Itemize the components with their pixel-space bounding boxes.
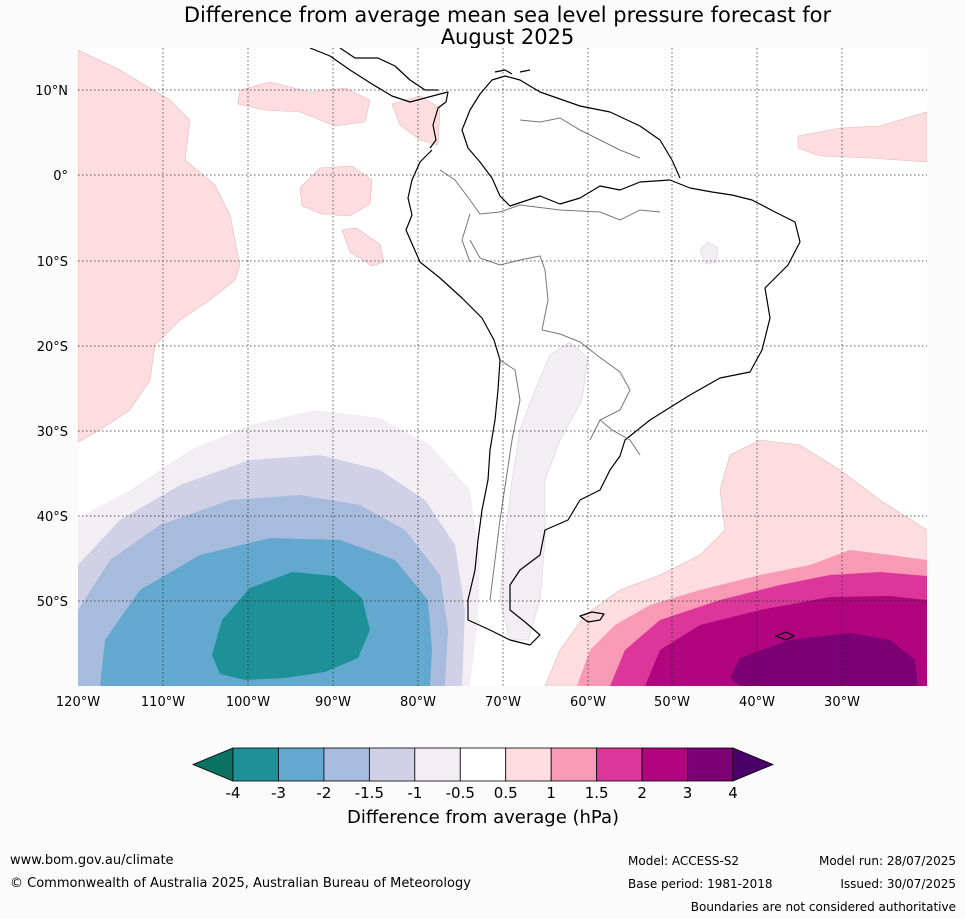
lon-label-50w: 50°W xyxy=(654,695,690,710)
lat-label-30s: 30°S xyxy=(37,425,68,440)
colorbar-tick-label: -1 xyxy=(407,784,422,802)
coast-caribbean-islands xyxy=(494,69,531,75)
colorbar-tick-label: 3 xyxy=(683,784,693,802)
colorbar-segment xyxy=(368,747,416,782)
colorbar-segment xyxy=(232,747,279,782)
coastlines xyxy=(309,48,801,646)
title-line-1: Difference from average mean sea level p… xyxy=(183,3,832,27)
colorbar-extend-low xyxy=(191,747,234,782)
model-text: Model: ACCESS-S2 xyxy=(628,854,740,868)
lon-label-80w: 80°W xyxy=(400,695,436,710)
country-borders xyxy=(439,117,661,601)
colorbar-tick-label: -2 xyxy=(316,784,331,802)
colorbar-extend-high xyxy=(732,747,775,782)
title-line-2: August 2025 xyxy=(440,25,575,49)
positive-anomaly-caribbean xyxy=(391,95,441,146)
colorbar-segment xyxy=(278,747,325,782)
anomaly-fields xyxy=(78,49,927,686)
negative-anomaly-3 xyxy=(212,572,370,680)
lat-label-20s: 20°S xyxy=(37,340,68,355)
colorbar-tick-labels: -4 -3 -2 -1.5 -1 -0.5 0.5 1 1.5 2 3 4 xyxy=(226,784,738,802)
colorbar-tick-label: 1 xyxy=(546,784,556,802)
website-link[interactable]: www.bom.gov.au/climate xyxy=(10,853,174,868)
model-run-text: Model run: 28/07/2025 xyxy=(818,854,956,868)
colorbar-segment xyxy=(550,747,598,782)
colorbar-segment xyxy=(414,747,461,782)
colorbar-segment xyxy=(459,747,507,782)
positive-anomaly-galapagos xyxy=(299,165,373,217)
coast-south-georgia xyxy=(775,631,795,641)
lon-label-60w: 60°W xyxy=(570,695,606,710)
colorbar-tick-label: -1.5 xyxy=(355,784,384,802)
map-title: Difference from average mean sea level p… xyxy=(0,4,965,48)
colorbar-segment xyxy=(505,747,552,782)
disclaimer-text: Boundaries are not considered authoritat… xyxy=(690,900,956,914)
colorbar-tick-label: -0.5 xyxy=(446,784,475,802)
colorbar-segment xyxy=(596,747,643,782)
colorbar-tick-label: 1.5 xyxy=(585,784,609,802)
colorbar-tick-label: 4 xyxy=(728,784,738,802)
colorbar-tick-label: -4 xyxy=(226,784,241,802)
lon-label-110w: 110°W xyxy=(141,695,185,710)
lon-label-100w: 100°W xyxy=(226,695,270,710)
lon-label-90w: 90°W xyxy=(315,695,351,710)
lon-label-120w: 120°W xyxy=(56,695,100,710)
lon-label-70w: 70°W xyxy=(485,695,521,710)
coast-central-america xyxy=(309,48,449,149)
colorbar-segment xyxy=(641,747,688,782)
coast-south-america xyxy=(405,75,801,646)
positive-anomaly-south-atlantic-3 xyxy=(730,633,918,686)
negative-anomaly-argentina xyxy=(499,341,589,641)
colorbar-label: Difference from average (hPa) xyxy=(346,807,620,828)
positive-anomaly-west xyxy=(78,49,241,443)
colorbar-segment xyxy=(323,747,370,782)
issued-text: Issued: 30/07/2025 xyxy=(840,877,956,891)
lon-label-40w: 40°W xyxy=(739,695,775,710)
colorbar-tick-label: -3 xyxy=(271,784,286,802)
gridlines xyxy=(78,48,927,686)
lat-label-50s: 50°S xyxy=(37,595,68,610)
positive-anomaly-atlantic-north xyxy=(797,111,927,163)
colorbar-tick-label: 2 xyxy=(637,784,647,802)
coast-falklands xyxy=(579,611,605,623)
lat-label-40s: 40°S xyxy=(37,510,68,525)
coast-central-america-atlantic xyxy=(339,48,438,91)
colorbar-tick-label: 0.5 xyxy=(494,784,518,802)
base-period-text: Base period: 1981-2018 xyxy=(628,877,773,891)
lat-label-10n: 10°N xyxy=(35,84,68,99)
negative-anomaly-brazil xyxy=(699,241,719,265)
lat-label-0: 0° xyxy=(53,169,68,184)
colorbar-segment xyxy=(687,747,734,782)
colorbar xyxy=(191,747,775,782)
lat-label-10s: 10°S xyxy=(37,255,68,270)
copyright-text: © Commonwealth of Australia 2025, Austra… xyxy=(10,876,471,891)
positive-anomaly-panama xyxy=(237,81,371,127)
positive-anomaly-peru xyxy=(341,227,385,267)
lon-label-30w: 30°W xyxy=(824,695,860,710)
